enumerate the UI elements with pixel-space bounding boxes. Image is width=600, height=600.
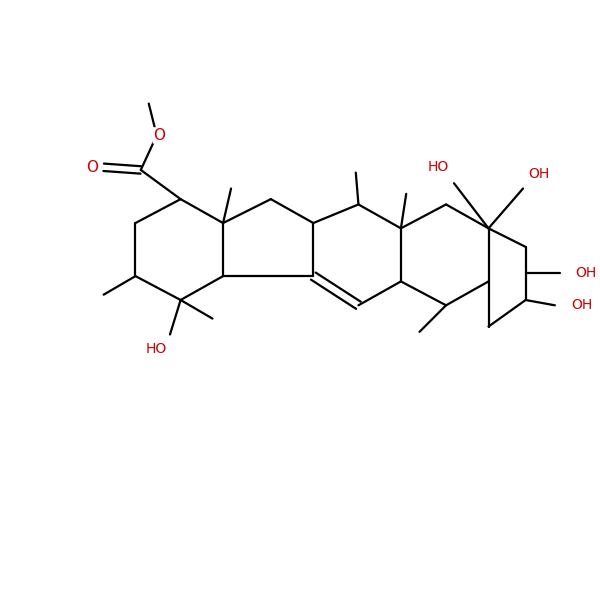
Text: O: O <box>154 128 166 143</box>
Text: OH: OH <box>575 266 596 280</box>
Text: HO: HO <box>146 343 167 356</box>
Text: HO: HO <box>427 160 449 174</box>
Text: OH: OH <box>571 298 592 313</box>
Text: OH: OH <box>529 167 550 181</box>
Text: O: O <box>86 160 98 175</box>
